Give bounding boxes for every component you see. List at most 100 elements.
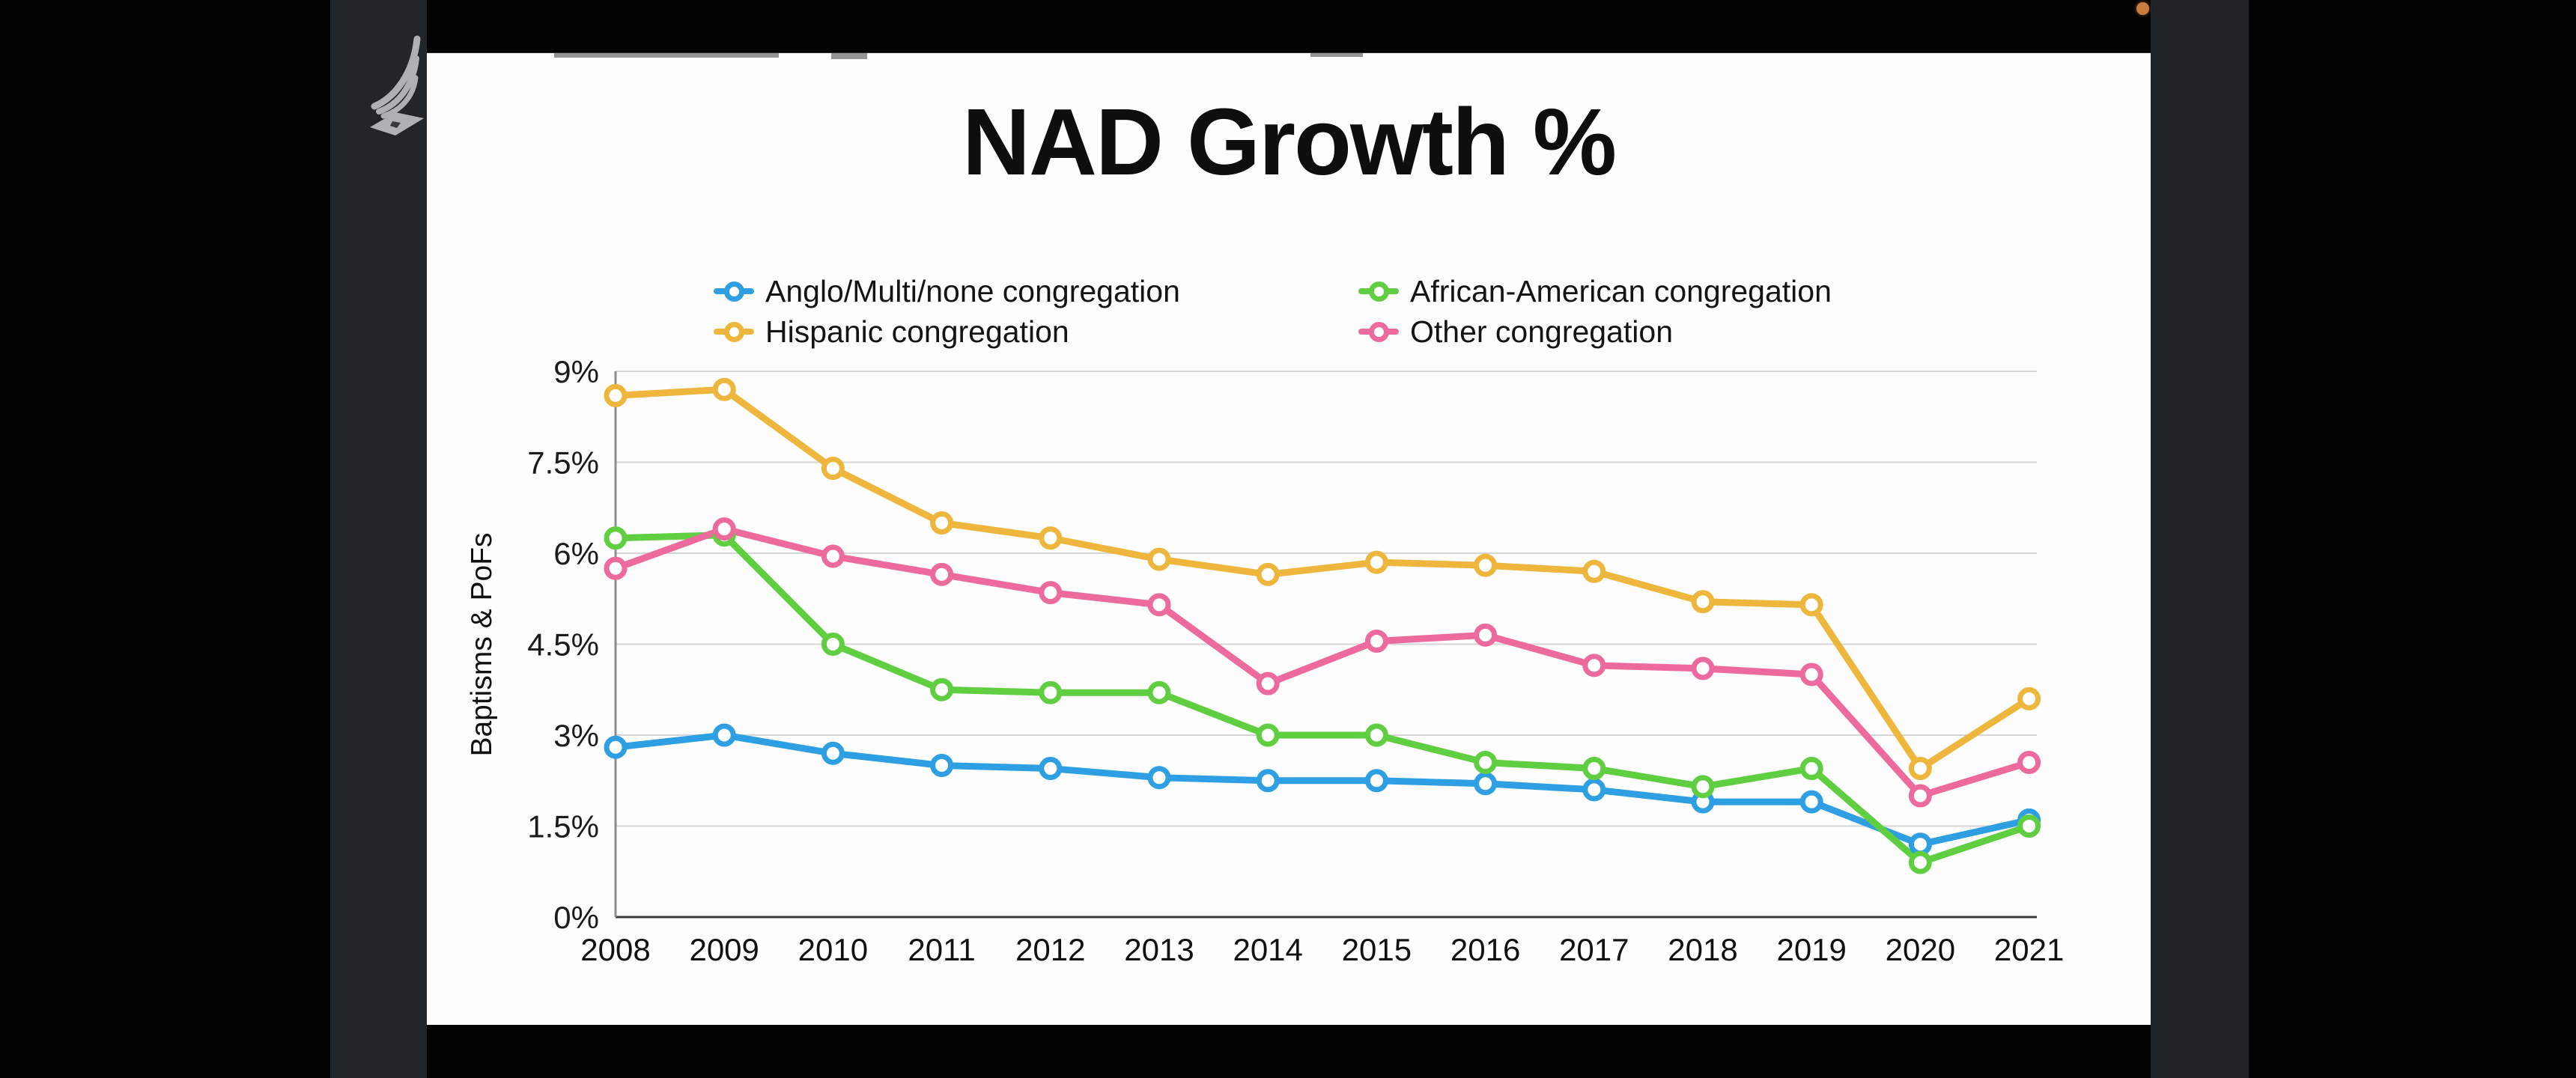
data-point-series-2 <box>1582 559 1606 583</box>
legend-item-anglo: Anglo/Multi/none congregation <box>714 274 1180 308</box>
data-point-series-1 <box>1364 723 1388 747</box>
legend-label: Hispanic congregation <box>765 314 1069 349</box>
slide: NAD Growth % Anglo/Multi/none congregati… <box>427 52 2151 1025</box>
data-point-series-0 <box>1582 778 1606 802</box>
data-point-series-1 <box>2017 814 2041 838</box>
legend-item-african-american: African-American congregation <box>1358 274 1832 308</box>
data-point-series-3 <box>1582 654 1606 677</box>
data-point-series-0 <box>1799 790 1823 814</box>
data-point-series-3 <box>712 517 736 541</box>
data-point-series-3 <box>1039 581 1063 605</box>
data-point-series-3 <box>1474 623 1498 647</box>
slide-top-smudge <box>831 53 867 59</box>
data-point-series-1 <box>1799 757 1823 781</box>
data-point-series-1 <box>1691 775 1715 799</box>
data-point-series-3 <box>1364 629 1388 653</box>
y-tick-label: 9% <box>553 354 599 389</box>
data-point-series-3 <box>1691 657 1715 680</box>
x-tick-label: 2020 <box>1886 932 1955 967</box>
legend-label: Anglo/Multi/none congregation <box>765 273 1180 308</box>
series-line-2 <box>612 386 2033 773</box>
y-tick-label: 7.5% <box>527 445 599 481</box>
data-point-series-1 <box>821 633 845 656</box>
data-point-series-2 <box>712 377 736 401</box>
data-point-series-2 <box>1364 550 1388 574</box>
data-point-series-0 <box>604 735 628 759</box>
data-point-series-1 <box>1908 850 1932 874</box>
data-point-series-2 <box>930 511 954 535</box>
y-tick-label: 3% <box>553 718 599 753</box>
data-point-series-2 <box>1474 553 1498 577</box>
x-tick-label: 2015 <box>1342 932 1412 967</box>
data-point-series-2 <box>2017 686 2041 710</box>
data-point-series-0 <box>930 754 954 777</box>
data-point-series-3 <box>1908 784 1932 808</box>
data-point-series-2 <box>821 457 845 481</box>
line-marker-icon <box>1358 280 1399 302</box>
x-tick-label: 2016 <box>1450 932 1520 967</box>
screen-left-edge <box>330 0 427 1078</box>
legend-label: African-American congregation <box>1410 273 1832 308</box>
x-tick-label: 2017 <box>1559 932 1629 967</box>
x-tick-label: 2018 <box>1668 932 1737 967</box>
data-point-series-0 <box>1364 769 1388 793</box>
data-point-series-2 <box>1039 526 1063 550</box>
data-point-series-3 <box>1147 593 1171 617</box>
data-point-series-1 <box>1256 723 1280 747</box>
x-tick-label: 2009 <box>689 932 759 967</box>
slide-top-smudge <box>1310 53 1363 57</box>
legend-label: Other congregation <box>1410 314 1674 349</box>
data-point-series-0 <box>1147 766 1171 790</box>
data-point-series-2 <box>604 383 628 407</box>
data-point-series-3 <box>821 544 845 568</box>
data-point-series-2 <box>1908 757 1932 781</box>
data-point-series-3 <box>1256 672 1280 695</box>
x-tick-label: 2019 <box>1776 932 1846 967</box>
slide-top-smudge <box>554 53 779 58</box>
y-tick-label: 1.5% <box>527 809 599 844</box>
data-point-series-0 <box>1256 769 1280 793</box>
x-tick-label: 2013 <box>1124 932 1194 967</box>
growth-line-chart: 0% 1.5% 3% 4.5% 6% 7.5% 9% 2008 2009 2010 2011 2012… <box>466 354 2064 967</box>
data-point-series-3 <box>2017 750 2041 774</box>
series-line-1 <box>612 532 2033 866</box>
series-line-0 <box>612 731 2033 848</box>
data-point-series-1 <box>1474 750 1498 774</box>
data-point-series-1 <box>604 526 628 550</box>
data-point-series-0 <box>821 741 845 765</box>
x-tick-label: 2014 <box>1233 932 1302 967</box>
series-line-3 <box>612 526 2033 800</box>
data-point-series-3 <box>1799 663 1823 686</box>
page-title: NAD Growth % <box>962 89 1617 195</box>
data-point-series-2 <box>1256 562 1280 586</box>
data-point-series-1 <box>1147 680 1171 704</box>
data-point-series-0 <box>1474 772 1498 796</box>
data-point-series-3 <box>604 556 628 580</box>
line-marker-icon <box>1358 320 1399 343</box>
y-tick-label: 6% <box>553 536 599 571</box>
data-point-series-0 <box>712 723 736 747</box>
data-point-series-1 <box>1039 680 1063 704</box>
data-point-series-2 <box>1691 590 1715 614</box>
legend-item-hispanic: Hispanic congregation <box>714 314 1069 349</box>
data-point-series-2 <box>1799 593 1823 617</box>
data-point-series-0 <box>1039 757 1063 781</box>
adventist-logo-icon <box>370 33 427 139</box>
x-tick-label: 2011 <box>908 932 975 967</box>
y-tick-label: 0% <box>553 900 599 935</box>
data-point-series-3 <box>930 562 954 586</box>
x-tick-label: 2012 <box>1015 932 1085 967</box>
x-tick-label: 2021 <box>1994 932 2064 967</box>
screen-right-edge <box>2151 0 2249 1078</box>
data-point-series-0 <box>1908 832 1932 856</box>
line-marker-icon <box>714 320 754 343</box>
line-marker-icon <box>714 280 754 302</box>
y-axis-title: Baptisms & PoFs <box>466 532 498 756</box>
data-point-series-2 <box>1147 547 1171 571</box>
x-tick-label: 2010 <box>798 932 868 967</box>
x-tick-label: 2008 <box>580 932 650 967</box>
data-point-series-1 <box>930 677 954 701</box>
recording-dot-icon <box>2136 2 2149 15</box>
legend-item-other: Other congregation <box>1358 314 1673 349</box>
